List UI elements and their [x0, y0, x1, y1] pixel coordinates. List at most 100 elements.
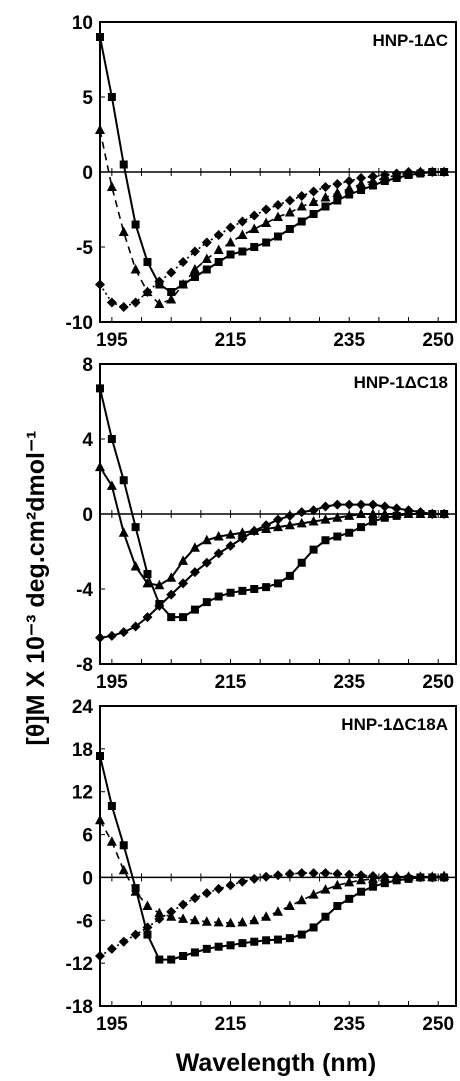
data-point-triangle	[118, 527, 129, 537]
data-point-square	[155, 955, 164, 964]
data-point-square	[131, 523, 140, 532]
data-point-triangle	[261, 911, 272, 921]
plot-frame	[99, 705, 457, 1007]
data-point-triangle	[225, 917, 236, 928]
data-point-triangle	[261, 217, 272, 227]
data-point-square	[357, 186, 366, 194]
data-point-triangle	[189, 542, 200, 552]
data-point-triangle	[237, 527, 248, 537]
data-point-diamond	[166, 906, 177, 917]
y-tick-label: -4	[76, 580, 93, 601]
data-point-diamond	[332, 499, 343, 510]
data-point-triangle	[130, 886, 141, 896]
series-line	[99, 129, 445, 305]
data-point-square	[285, 225, 294, 233]
data-point-square	[202, 944, 211, 953]
data-point-diamond	[237, 216, 248, 227]
data-point-triangle	[332, 187, 343, 197]
data-point-square	[214, 258, 223, 266]
data-point-triangle	[320, 192, 331, 202]
data-point-triangle	[118, 226, 129, 236]
series-diamond	[95, 868, 450, 961]
data-point-square	[107, 435, 116, 443]
data-point-diamond	[296, 191, 307, 201]
data-point-square	[238, 586, 247, 595]
data-point-diamond	[273, 870, 283, 881]
data-point-triangle	[308, 516, 319, 526]
data-point-triangle	[237, 916, 248, 927]
data-point-square	[368, 517, 377, 526]
data-point-diamond	[308, 186, 319, 197]
data-point-diamond	[261, 204, 272, 215]
data-point-square	[368, 181, 377, 190]
y-tick-label: 24	[72, 697, 94, 718]
data-point-diamond	[320, 501, 331, 512]
data-point-square	[250, 937, 259, 946]
panel-1: 195 215 235 250 10 5 0 -5 -10 HNP-1ΔC	[66, 13, 457, 351]
x-tick-label: 215	[215, 330, 247, 351]
data-point-square	[309, 923, 318, 932]
data-point-diamond	[367, 871, 378, 881]
data-point-diamond	[106, 943, 117, 954]
data-point-diamond	[189, 893, 200, 904]
data-point-triangle	[213, 916, 224, 927]
series-square	[96, 752, 449, 964]
data-point-diamond	[178, 257, 189, 267]
data-point-triangle	[189, 914, 200, 925]
data-point-triangle	[106, 480, 117, 490]
data-point-triangle	[95, 124, 105, 134]
y-tick-label: 0	[82, 868, 93, 889]
data-point-diamond	[201, 237, 212, 248]
data-point-triangle	[154, 579, 165, 590]
data-point-diamond	[225, 880, 236, 891]
data-point-diamond	[391, 872, 402, 883]
data-point-square	[309, 210, 318, 218]
data-point-triangle	[189, 264, 200, 274]
panels: 195 215 235 250 10 5 0 -5 -10 HNP-1ΔC 195 215 235 250…	[66, 13, 457, 1035]
data-point-triangle	[166, 572, 177, 582]
x-tick-label: 250	[422, 1014, 454, 1035]
data-point-square	[357, 887, 366, 896]
series-line	[99, 819, 445, 924]
data-point-diamond	[154, 913, 165, 924]
data-point-diamond	[367, 499, 378, 510]
series-diamond	[95, 499, 450, 643]
data-point-triangle	[308, 889, 319, 899]
y-tick-label: -5	[76, 238, 93, 259]
data-point-square	[262, 238, 271, 247]
data-point-diamond	[415, 507, 426, 518]
data-point-diamond	[427, 872, 438, 883]
data-point-square	[274, 579, 282, 588]
x-tick-label: 195	[96, 330, 128, 351]
series-square	[96, 33, 449, 296]
data-point-square	[380, 879, 389, 888]
data-point-diamond	[95, 279, 105, 290]
data-point-diamond	[261, 871, 272, 882]
data-point-square	[285, 934, 294, 943]
data-point-diamond	[106, 297, 117, 308]
series-line	[99, 466, 445, 587]
data-point-square	[143, 570, 152, 578]
data-point-triangle	[178, 555, 189, 565]
y-tick-label: 18	[72, 740, 93, 761]
data-point-triangle	[273, 211, 283, 221]
series-triangle	[95, 814, 450, 928]
data-point-square	[131, 220, 140, 229]
data-point-triangle	[367, 508, 378, 518]
data-point-triangle	[320, 884, 331, 894]
data-point-diamond	[189, 246, 200, 257]
data-point-square	[107, 802, 116, 810]
data-point-triangle	[273, 521, 283, 532]
data-point-diamond	[154, 600, 165, 611]
data-point-square	[274, 232, 282, 241]
data-point-square	[297, 930, 306, 939]
data-point-diamond	[284, 195, 295, 206]
data-point-square	[190, 273, 199, 281]
data-point-diamond	[201, 557, 212, 568]
data-point-triangle	[284, 519, 295, 530]
y-tick-label: 0	[82, 163, 93, 184]
data-point-triangle	[213, 531, 224, 541]
data-point-triangle	[273, 906, 283, 916]
data-point-triangle	[344, 183, 355, 193]
